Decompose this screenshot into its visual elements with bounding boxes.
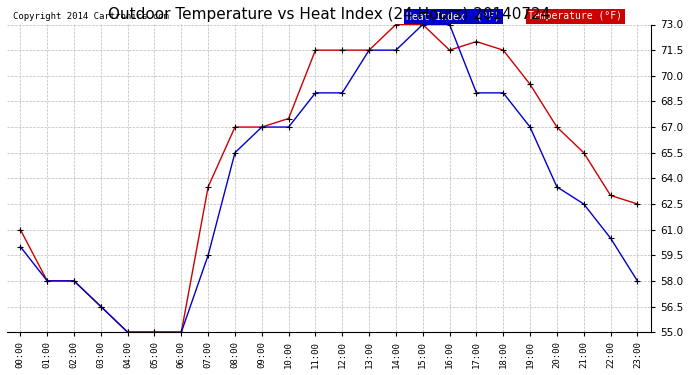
Text: Heat Index  (°F): Heat Index (°F) <box>406 11 500 21</box>
Text: Temperature (°F): Temperature (°F) <box>529 11 622 21</box>
Title: Outdoor Temperature vs Heat Index (24 Hours) 20140724: Outdoor Temperature vs Heat Index (24 Ho… <box>108 7 550 22</box>
Text: Copyright 2014 Cartronics.com: Copyright 2014 Cartronics.com <box>13 12 169 21</box>
